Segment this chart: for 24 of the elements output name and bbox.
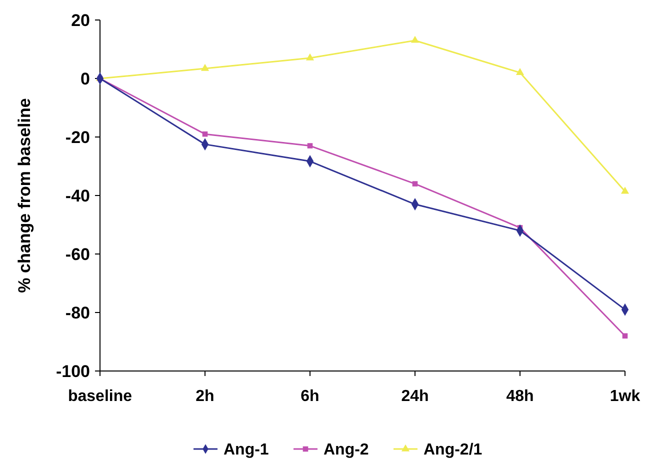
x-tick-label: 48h (506, 388, 534, 405)
point (410, 36, 420, 43)
x-tick-label: 1wk (610, 388, 640, 405)
point (516, 68, 524, 75)
point (307, 143, 313, 148)
y-tick-label: -100 (56, 362, 90, 381)
x-tick-label: 2h (196, 388, 214, 405)
x-tick-label: 6h (300, 388, 320, 405)
point (620, 186, 630, 194)
y-axis-title: % change from baseline (15, 98, 34, 293)
y-tick-label: -40 (65, 186, 90, 206)
point (200, 64, 210, 71)
legend-label: Ang-1 (224, 442, 269, 459)
y-tick-label: -80 (65, 303, 90, 322)
legend-label: Ang-2/1 (424, 442, 482, 459)
y-tick-label: 0 (80, 69, 90, 88)
y-tick-label: -60 (65, 244, 90, 264)
point (412, 181, 418, 186)
x-tick-label: baseline (68, 388, 132, 405)
legend-label: Ang-2 (324, 442, 369, 459)
y-tick-label: -20 (65, 128, 90, 147)
y-tick-label: 20 (71, 10, 90, 30)
x-tick-label: 24h (401, 388, 429, 405)
point (306, 53, 314, 60)
